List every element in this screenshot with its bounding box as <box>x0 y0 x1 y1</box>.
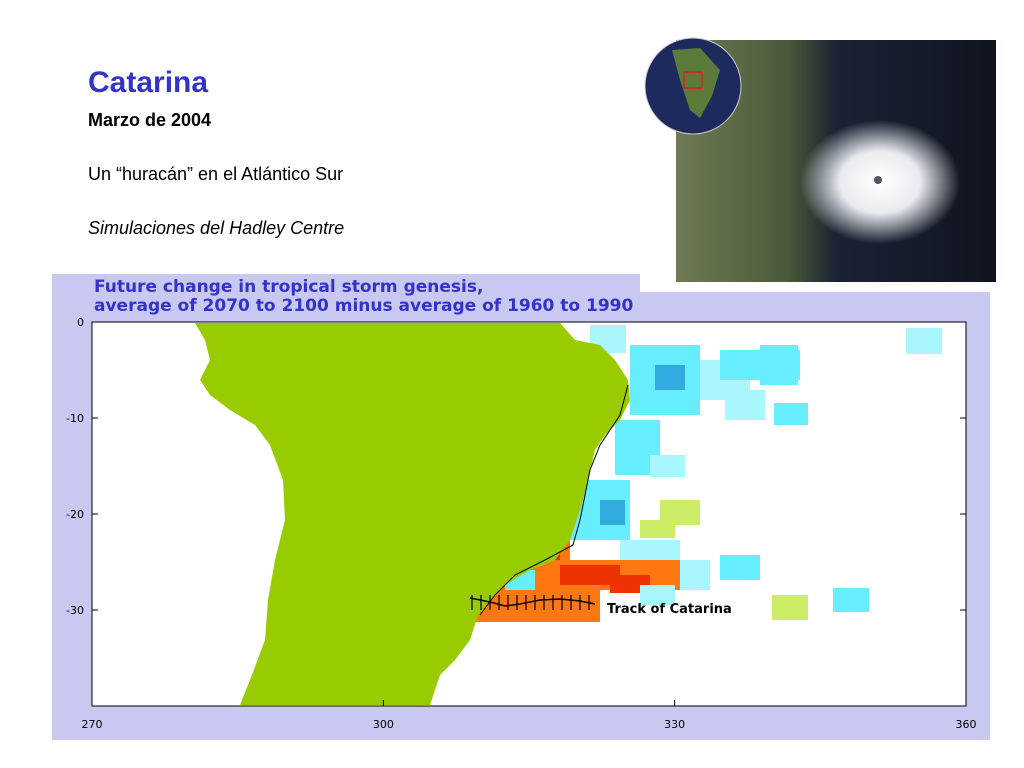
cell <box>906 328 942 354</box>
cell <box>833 588 869 612</box>
cell <box>680 560 710 590</box>
x-tick-label: 330 <box>664 718 685 731</box>
cell <box>640 585 675 605</box>
slide-text: Un “huracán” en el Atlántico Sur <box>88 164 344 184</box>
cell <box>650 455 685 477</box>
cell <box>725 390 765 420</box>
globe-continent <box>672 48 720 118</box>
y-tick-label: -10 <box>66 412 84 425</box>
y-tick-label: -30 <box>66 604 84 617</box>
cell <box>760 345 798 385</box>
storm-track <box>469 597 596 607</box>
coastline <box>479 384 629 616</box>
cell <box>774 403 808 425</box>
x-tick-label: 360 <box>956 718 977 731</box>
storm-eye <box>874 176 882 184</box>
figure-title: Future change in tropical storm genesis, <box>94 277 483 297</box>
y-tick-label: 0 <box>77 316 84 329</box>
y-tick-label: -20 <box>66 508 84 521</box>
cell <box>560 565 620 585</box>
cell <box>655 365 685 390</box>
cell <box>600 500 625 525</box>
slide-title: Catarina <box>88 66 209 99</box>
cell <box>660 500 700 525</box>
slide-source: Simulaciones del Hadley Centre <box>88 218 345 238</box>
globe-box <box>683 71 703 89</box>
cell <box>720 555 760 580</box>
south-america <box>195 323 630 705</box>
x-tick-label: 270 <box>82 718 103 731</box>
figure-title: average of 2070 to 2100 minus average of… <box>94 296 634 316</box>
cell <box>772 595 808 620</box>
x-tick-label: 300 <box>373 718 394 731</box>
track-label: Track of Catarina <box>607 602 732 617</box>
slide-subtitle: Marzo de 2004 <box>88 110 212 130</box>
